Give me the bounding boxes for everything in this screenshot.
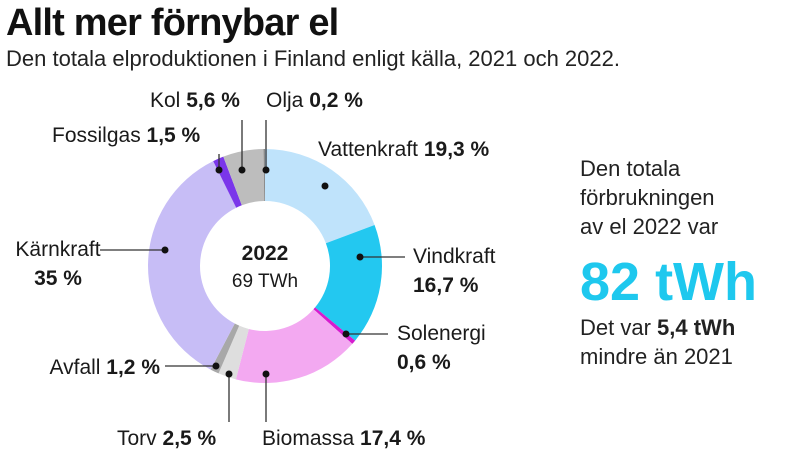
note-line-1: Den totala	[580, 156, 681, 181]
label-torv: Torv 2,5 %	[117, 427, 217, 450]
value-vindkraft: 16,7 %	[413, 274, 479, 297]
value-karnkraft: 35 %	[34, 267, 82, 290]
slice-torv	[218, 325, 249, 380]
leader-dot-fossilgas	[215, 166, 223, 174]
value-solenergi: 0,6 %	[397, 351, 451, 374]
slice-kol	[223, 149, 265, 206]
center-total: 69 TWh	[232, 271, 298, 292]
slice-vindkraft	[315, 224, 382, 341]
leader-dot-olja	[262, 166, 270, 174]
leader-dot-kol	[238, 166, 246, 174]
note-line-4-prefix: Det var	[580, 315, 658, 340]
center-year: 2022	[242, 242, 289, 265]
leader-dot-solenergi	[342, 330, 350, 338]
chart-title: Allt mer förnybar el	[6, 2, 339, 44]
note-line-4: Det var 5,4 tWh	[580, 313, 795, 342]
slice-avfall	[210, 323, 240, 374]
label-avfall: Avfall 1,2 %	[49, 356, 160, 379]
slice-vattenkraft	[265, 149, 375, 244]
slice-olja	[263, 149, 265, 202]
leader-dot-vattenkraft	[321, 182, 329, 190]
leader-dot-karnkraft	[161, 246, 169, 254]
note-line-4-bold: 5,4 tWh	[657, 315, 736, 340]
consumption-total: 82 tWh	[580, 252, 758, 312]
label-biomassa: Biomassa 17,4 %	[262, 427, 426, 450]
label-solenergi: Solenergi	[397, 322, 486, 345]
label-karnkraft: Kärnkraft	[15, 238, 100, 261]
leader-dot-torv	[225, 370, 233, 378]
label-vattenkraft: Vattenkraft 19,3 %	[318, 138, 490, 161]
note-line-3: av el 2022 var	[580, 214, 719, 239]
note-line-5: mindre än 2021	[580, 344, 733, 369]
label-vindkraft: Vindkraft	[413, 245, 496, 268]
slice-biomassa	[235, 309, 353, 383]
label-olja: Olja 0,2 %	[266, 89, 363, 112]
label-kol: Kol 5,6 %	[150, 89, 240, 112]
consumption-note: Den totala förbrukningen av el 2022 var …	[580, 154, 795, 371]
leader-dot-biomassa	[262, 370, 270, 378]
note-line-2: förbrukningen	[580, 185, 715, 210]
label-fossilgas: Fossilgas 1,5 %	[52, 124, 201, 147]
slice-karnkraft	[148, 161, 237, 370]
leader-dot-avfall	[212, 362, 220, 370]
leader-dot-vindkraft	[356, 253, 364, 261]
chart-subtitle: Den totala elproduktionen i Finland enli…	[6, 46, 620, 71]
